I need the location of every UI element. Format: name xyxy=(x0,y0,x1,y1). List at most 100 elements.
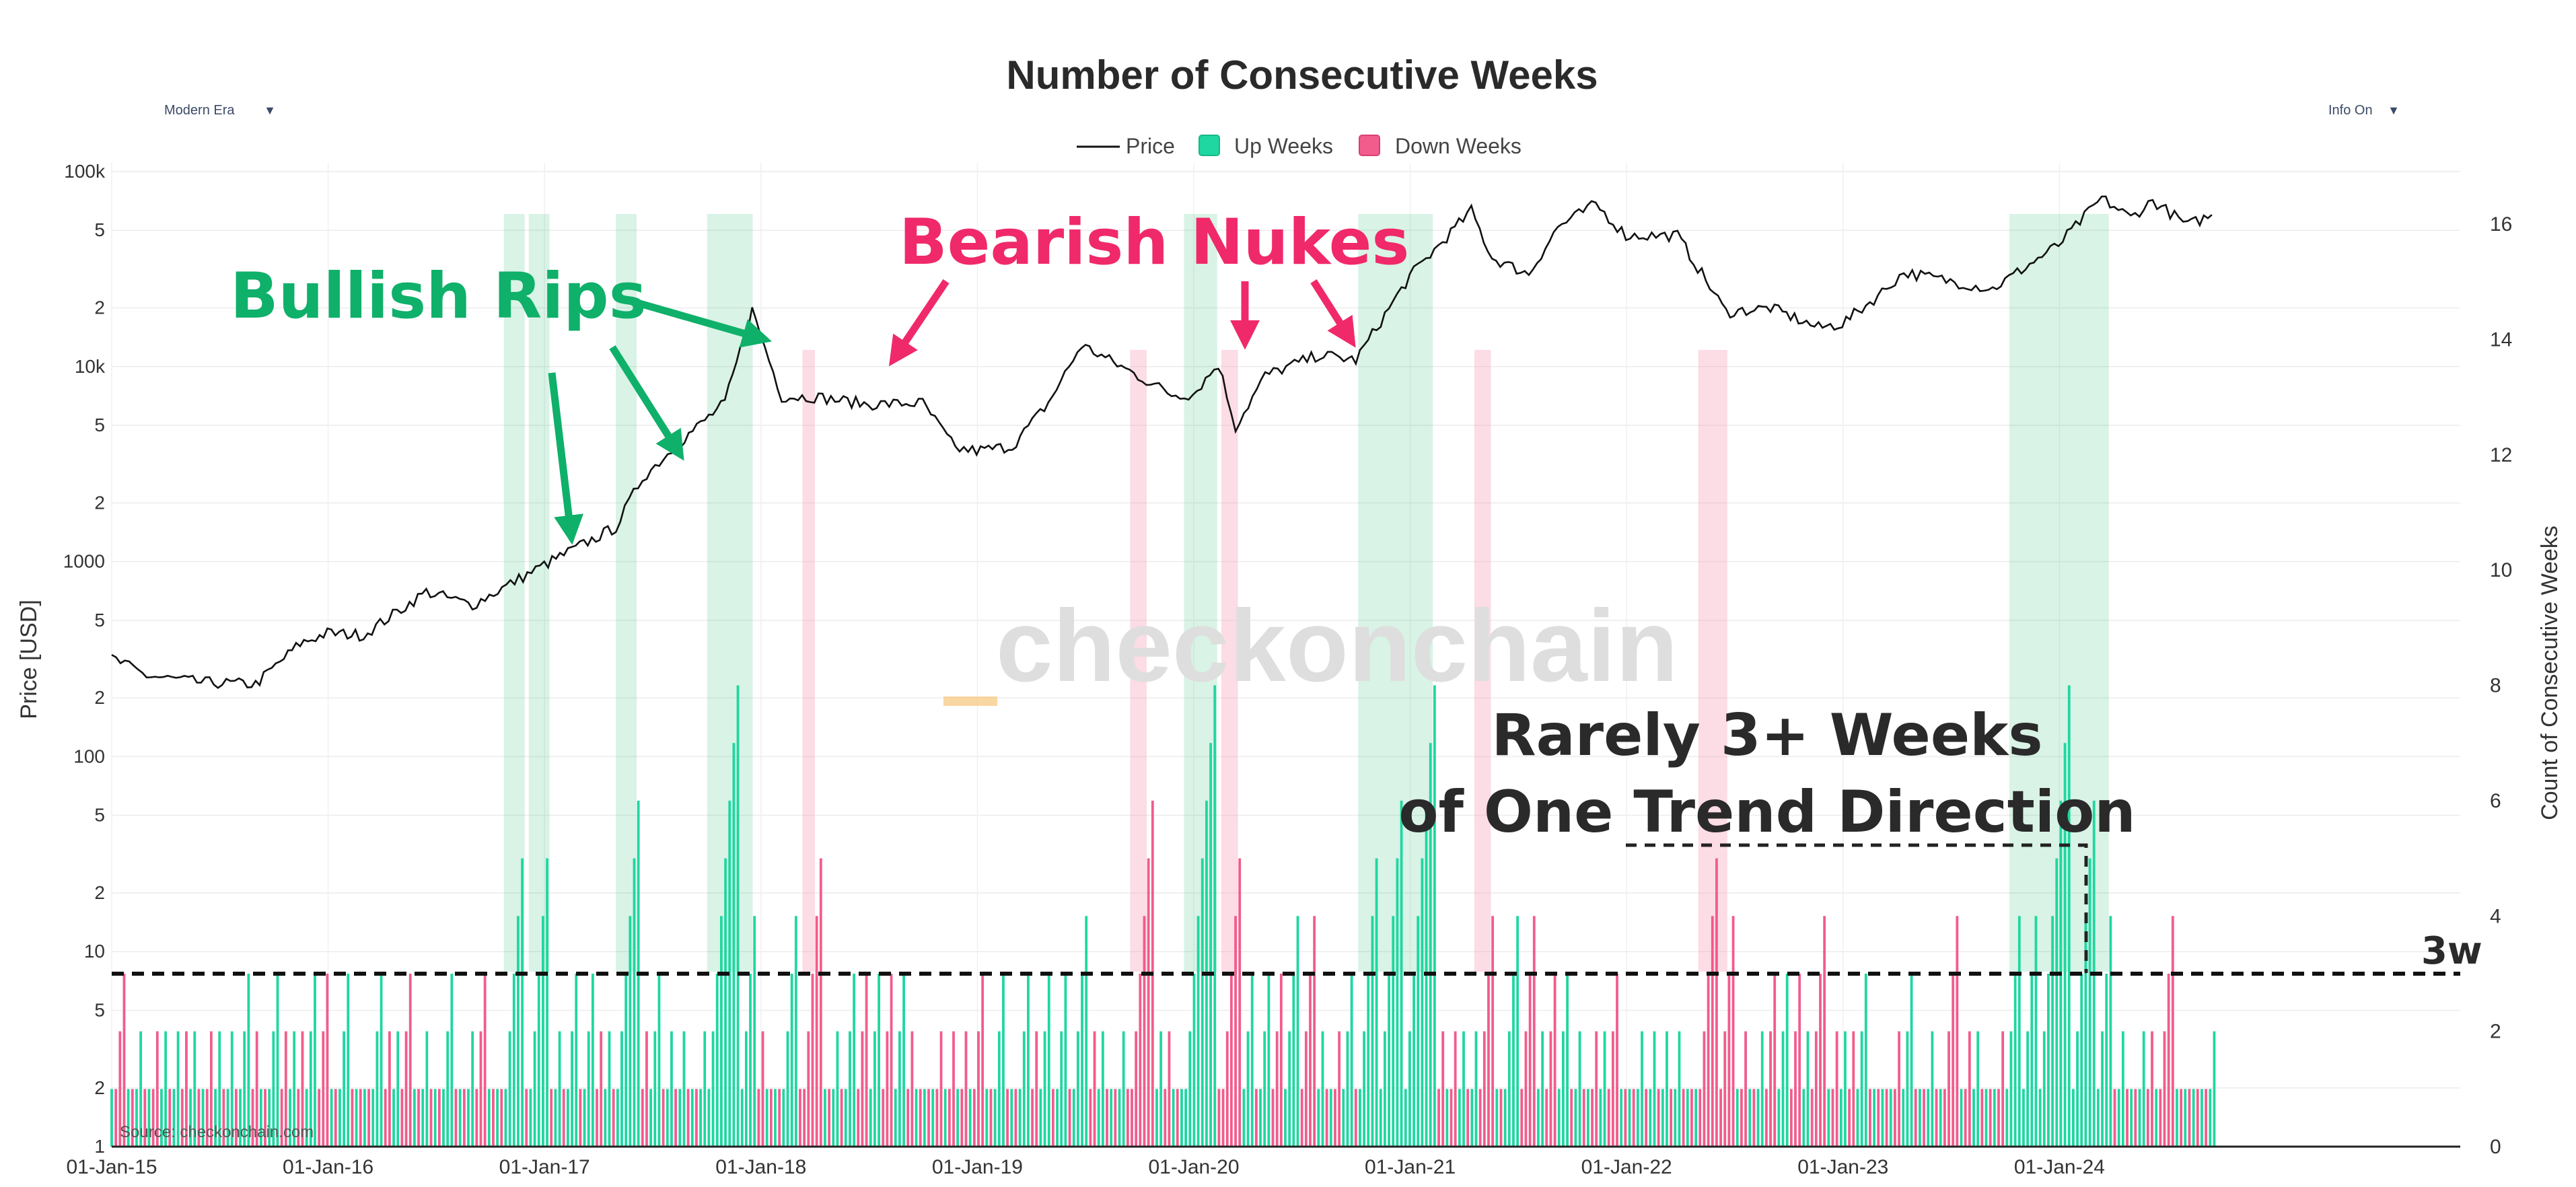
week-bar xyxy=(985,1089,989,1147)
week-bar xyxy=(326,973,329,1147)
week-bar xyxy=(1993,1089,1996,1147)
week-bar xyxy=(583,1089,586,1147)
week-bar xyxy=(122,973,126,1147)
x-tick-label: 01-Jan-22 xyxy=(1581,1156,1672,1178)
week-bar xyxy=(1375,858,1378,1147)
week-bar xyxy=(1404,1089,1407,1147)
week-bar xyxy=(1031,1089,1034,1147)
week-bar xyxy=(1785,973,1789,1147)
week-bar xyxy=(649,1089,653,1147)
week-bar xyxy=(433,1089,437,1147)
week-bar xyxy=(1848,1089,1851,1147)
week-bar xyxy=(176,1031,180,1147)
week-bar xyxy=(2072,1089,2075,1147)
week-bar xyxy=(537,973,540,1147)
week-bar xyxy=(512,973,515,1147)
week-bar xyxy=(1384,1031,1386,1147)
week-bar xyxy=(1408,1031,1411,1147)
week-bar xyxy=(807,1031,810,1147)
week-bar xyxy=(1495,1089,1499,1147)
week-bar xyxy=(284,1031,287,1147)
week-bar xyxy=(720,916,723,1147)
y-right-tick-label: 8 xyxy=(2490,675,2501,697)
x-tick-label: 01-Jan-21 xyxy=(1365,1156,1456,1178)
week-bar xyxy=(703,1031,707,1147)
week-bar xyxy=(2109,916,2112,1147)
week-bar xyxy=(1798,973,1801,1147)
week-bar xyxy=(114,1089,118,1147)
x-tick-label: 01-Jan-24 xyxy=(2014,1156,2105,1178)
week-bar xyxy=(1217,1089,1221,1147)
week-bar xyxy=(2146,1089,2149,1147)
week-bar xyxy=(214,1089,217,1147)
week-bar xyxy=(1943,1089,1946,1147)
week-bar xyxy=(1184,1089,1188,1147)
y-left-tick-label: 100k xyxy=(64,161,106,182)
week-bar xyxy=(749,973,752,1147)
week-bar xyxy=(454,1089,458,1147)
rarely-line2: of One Trend Direction xyxy=(1398,779,2135,846)
week-bar xyxy=(1354,1089,1357,1147)
week-bar xyxy=(1122,1031,1125,1147)
week-bar xyxy=(363,1089,366,1147)
week-bar xyxy=(1433,685,1436,1147)
week-bar xyxy=(400,1089,404,1147)
week-bar xyxy=(711,1031,715,1147)
week-bar xyxy=(143,1089,147,1147)
week-bar xyxy=(765,1089,768,1147)
week-bar xyxy=(1810,1089,1814,1147)
x-tick-label: 01-Jan-17 xyxy=(499,1156,590,1178)
y-left-tick-label: 5 xyxy=(94,610,105,631)
week-bar xyxy=(338,1089,341,1147)
week-bar xyxy=(661,1089,665,1147)
week-bar xyxy=(487,1089,491,1147)
week-bar xyxy=(753,916,756,1147)
week-bar xyxy=(939,1031,943,1147)
week-bar xyxy=(1898,1031,1900,1147)
week-bar xyxy=(1931,1031,1934,1147)
week-bar xyxy=(475,1089,478,1147)
week-bar xyxy=(367,1089,370,1147)
week-bar xyxy=(857,1089,860,1147)
week-bar xyxy=(1869,1089,1871,1147)
week-bar xyxy=(819,858,822,1147)
week-bar xyxy=(757,1089,760,1147)
bearish-arrow xyxy=(888,279,950,367)
week-bar xyxy=(2180,1089,2183,1147)
week-bar xyxy=(562,1089,565,1147)
week-bar xyxy=(155,1031,159,1147)
week-bar xyxy=(1458,1089,1461,1147)
week-bar xyxy=(268,1089,271,1147)
week-bar xyxy=(2051,916,2054,1147)
week-bar xyxy=(496,1089,499,1147)
week-bar xyxy=(1599,1089,1602,1147)
week-bar xyxy=(1188,1031,1192,1147)
week-bar xyxy=(388,1031,391,1147)
week-bar xyxy=(1279,973,1283,1147)
week-bar xyxy=(1309,973,1312,1147)
era-dropdown[interactable]: Modern Era ▼ xyxy=(148,96,296,125)
week-bar xyxy=(832,1089,835,1147)
week-bar xyxy=(1537,1089,1540,1147)
week-bar xyxy=(1072,1089,1075,1147)
week-bar xyxy=(1582,1089,1585,1147)
info-dropdown[interactable]: Info On ▼ xyxy=(2312,96,2420,125)
y-right-tick-label: 14 xyxy=(2490,328,2512,351)
week-bar xyxy=(1242,1089,1246,1147)
week-bar xyxy=(2196,1089,2199,1147)
week-bar xyxy=(255,1031,258,1147)
week-bar xyxy=(898,1031,901,1147)
week-bar xyxy=(533,1031,536,1147)
week-bar xyxy=(1524,1031,1528,1147)
threshold-label: 3w xyxy=(2421,929,2482,973)
week-bar xyxy=(2134,1089,2137,1147)
week-bar xyxy=(2192,1089,2195,1147)
week-bar xyxy=(1578,1031,1581,1147)
week-bar xyxy=(2013,973,2017,1147)
week-bar xyxy=(587,1031,590,1147)
week-bar xyxy=(571,1031,573,1147)
week-bar xyxy=(355,1089,358,1147)
week-bar xyxy=(1827,1089,1830,1147)
week-bar xyxy=(168,1089,172,1147)
